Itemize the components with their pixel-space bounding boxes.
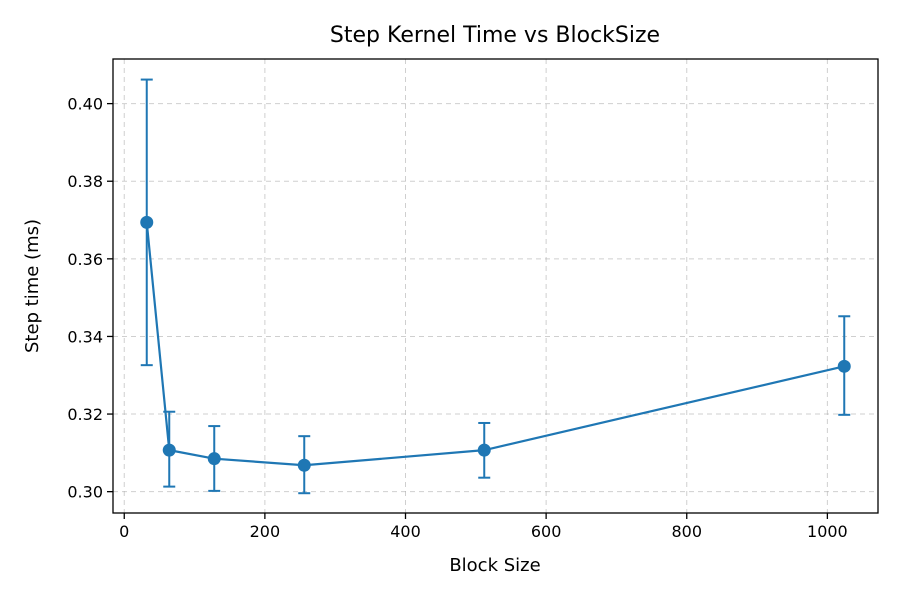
x-tick-label: 200	[250, 522, 281, 541]
y-tick-label: 0.30	[67, 483, 103, 502]
y-tick-label: 0.32	[67, 405, 103, 424]
x-tick-label: 600	[531, 522, 562, 541]
y-tick-label: 0.34	[67, 327, 103, 346]
grid-layer	[113, 59, 878, 513]
data-point	[837, 359, 851, 373]
plot-layer	[140, 78, 851, 495]
x-tick-label: 1000	[807, 522, 848, 541]
x-tick-label: 0	[119, 522, 129, 541]
x-axis-label: Block Size	[449, 555, 540, 576]
y-tick-label: 0.40	[67, 95, 103, 114]
data-point	[477, 443, 491, 457]
data-point	[297, 458, 311, 472]
x-tick-label: 800	[671, 522, 702, 541]
data-point	[140, 215, 154, 229]
x-tick-label: 400	[390, 522, 421, 541]
plot-frame	[112, 58, 879, 514]
axes-layer: 0 200 400 600 800 1000 0.30 0.32 0.34 0.36 0.38 0.4…	[67, 95, 847, 541]
y-tick-label: 0.36	[67, 250, 103, 269]
chart-title: Step Kernel Time vs BlockSize	[330, 23, 660, 48]
y-axis-label: Step time (ms)	[22, 219, 43, 353]
y-tick-label: 0.38	[67, 172, 103, 191]
data-point	[207, 452, 221, 466]
series-line	[145, 222, 845, 467]
data-point	[162, 443, 176, 457]
